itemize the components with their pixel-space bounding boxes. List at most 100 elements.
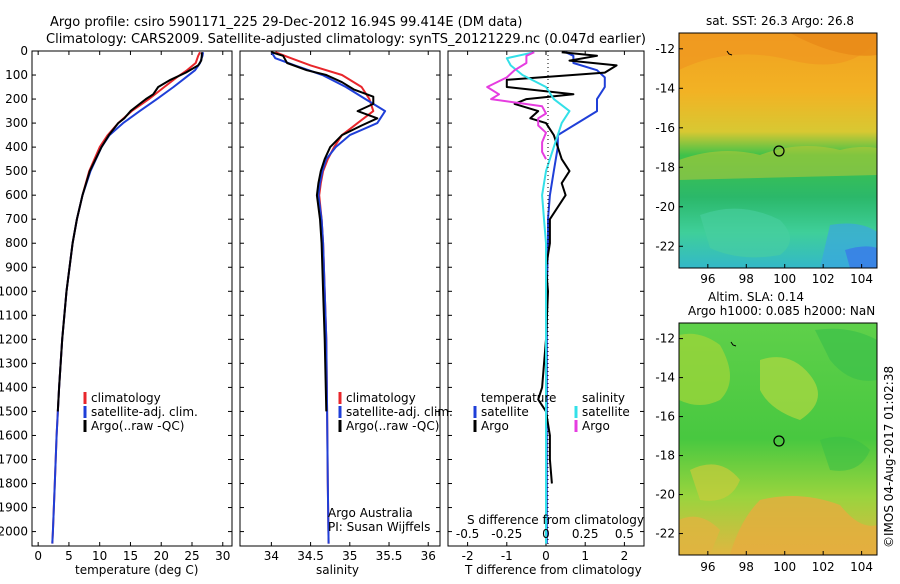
sst-coastline-speck	[726, 50, 733, 56]
sst-map-title: sat. SST: 26.3 Argo: 26.8	[706, 14, 854, 28]
depth-tick-label: 1400	[0, 380, 28, 394]
difference-series	[486, 51, 618, 544]
sla-map-title-2: Argo h1000: 0.085 h2000: NaN	[688, 304, 875, 318]
depth-tick-label: 700	[5, 212, 28, 226]
x-tick-label: 35	[342, 549, 357, 563]
legend-label-argo: Argo(..raw -QC)	[346, 419, 439, 433]
salinity-difference-ticks: -0.5 -0.25 0 0.25 0.5	[456, 527, 634, 541]
x-tick-label: 0	[542, 549, 550, 563]
series-line-satellite-adj-clim-	[51, 52, 205, 544]
map-x-tick-label: 98	[739, 560, 754, 574]
x-tick-label: -2	[462, 549, 474, 563]
s-tick-label: 0.5	[615, 527, 634, 541]
depth-tick-label: 2000	[0, 525, 28, 539]
salinity-plot-frame	[239, 50, 441, 547]
map-y-tick-label: -20	[655, 200, 675, 214]
map-y-tick-label: -22	[655, 239, 675, 253]
map-x-tick-label: 96	[700, 560, 715, 574]
legend-group-salinity: salinity	[582, 391, 625, 405]
depth-tick-label: 1300	[0, 356, 28, 370]
x-tick-label: 30	[215, 549, 230, 563]
s-tick-label: -0.5	[456, 527, 479, 541]
x-tick-label: 5	[65, 549, 73, 563]
map-x-tick-label: 100	[773, 272, 796, 286]
map-y-tick-label: -14	[655, 371, 675, 385]
map-y-tick-label: -16	[655, 121, 675, 135]
depth-tick-label: 1800	[0, 477, 28, 491]
series-line-argo	[271, 51, 379, 412]
series-line-climatology	[51, 51, 201, 544]
depth-tick-label: 300	[5, 116, 28, 130]
map-y-tick-label: -12	[655, 42, 675, 56]
x-tick-label: 34.5	[297, 549, 324, 563]
sla-coastline-speck	[730, 341, 737, 347]
map-x-tick-label: 100	[773, 560, 796, 574]
sst-map-image	[679, 33, 877, 268]
depth-tick-label: 1100	[0, 308, 28, 322]
s-tick-label: -0.25	[491, 527, 522, 541]
x-tick-label: 10	[92, 549, 107, 563]
map-y-tick-label: -18	[655, 160, 675, 174]
x-tick-label: 35.5	[376, 549, 403, 563]
depth-tick-label: 0	[20, 44, 28, 58]
x-tick-label: 36	[421, 549, 436, 563]
difference-xlabel: T difference from climatology	[464, 563, 642, 577]
depth-tick-label: 900	[5, 260, 28, 274]
map-x-tick-label: 96	[700, 272, 715, 286]
sla-map-title-1: Altim. SLA: 0.14	[708, 290, 804, 304]
series-line-salinity-satellite	[505, 51, 571, 544]
legend-group-temperature: temperature	[481, 391, 556, 405]
depth-tick-label: 200	[5, 92, 28, 106]
axis-ticks: 0 5 10 15 20 25 30 34 34.5 35 35.5 36 -2 -1 0 1 2	[32, 50, 644, 563]
legend-label-satellite: satellite-adj. clim.	[346, 405, 453, 419]
series-line-salinity-argo	[486, 51, 547, 160]
map-y-tick-label: -12	[655, 332, 675, 346]
x-tick-label: 34	[264, 549, 279, 563]
series-line-temperature-argo	[505, 51, 618, 484]
map-y-tick-label: -14	[655, 81, 675, 95]
temperature-series	[51, 51, 205, 544]
attribution-line-2: PI: Susan Wijffels	[328, 520, 430, 534]
salinity-xlabel: salinity	[316, 563, 359, 577]
x-tick-label: 20	[154, 549, 169, 563]
legend-label-temp-argo: Argo	[481, 419, 509, 433]
legend-label-salt-argo: Argo	[582, 419, 610, 433]
depth-tick-label: 100	[5, 68, 28, 82]
x-tick-label: 15	[123, 549, 138, 563]
map-x-tick-label: 102	[812, 560, 835, 574]
sla-map-frame	[678, 322, 878, 556]
x-tick-label: 1	[581, 549, 589, 563]
depth-tick-label: 800	[5, 236, 28, 250]
temperature-legend: climatology satellite-adj. clim. Argo(..…	[83, 391, 198, 433]
sla-argo-location-marker	[773, 435, 785, 447]
salinity-series	[270, 51, 387, 544]
depth-tick-label: 500	[5, 164, 28, 178]
x-tick-label: 0	[34, 549, 42, 563]
series-line-satellite-adj-clim-	[270, 51, 387, 544]
map-axis-ticks: 96 98 100 102 104 -12 -14 -16 -18 -20 -22 96 98 100 10…	[655, 42, 873, 574]
map-x-tick-label: 104	[850, 272, 873, 286]
depth-tick-label: 1600	[0, 428, 28, 442]
map-x-tick-label: 102	[812, 272, 835, 286]
map-y-tick-label: -18	[655, 449, 675, 463]
x-tick-label: 2	[621, 549, 629, 563]
temperature-plot-frame	[31, 50, 233, 547]
depth-tick-label: 1000	[0, 284, 28, 298]
legend-label-satellite: satellite-adj. clim.	[91, 405, 198, 419]
legend-label-salt-satellite: satellite	[582, 405, 630, 419]
depth-tick-label: 400	[5, 140, 28, 154]
depth-tick-label: 600	[5, 188, 28, 202]
title-line-1: Argo profile: csiro 5901171_225 29-Dec-2…	[50, 15, 522, 30]
sst-map-frame	[678, 32, 878, 269]
depth-tick-label: 1200	[0, 332, 28, 346]
temperature-xlabel: temperature (deg C)	[75, 563, 198, 577]
depth-tick-label: 1700	[0, 452, 28, 466]
legend-label-temp-satellite: satellite	[481, 405, 529, 419]
sst-argo-location-marker	[773, 145, 785, 157]
s-tick-label: 0.25	[572, 527, 599, 541]
legend-label-argo: Argo(..raw -QC)	[91, 419, 184, 433]
map-y-tick-label: -20	[655, 488, 675, 502]
title-line-2: Climatology: CARS2009. Satellite-adjuste…	[46, 32, 646, 47]
